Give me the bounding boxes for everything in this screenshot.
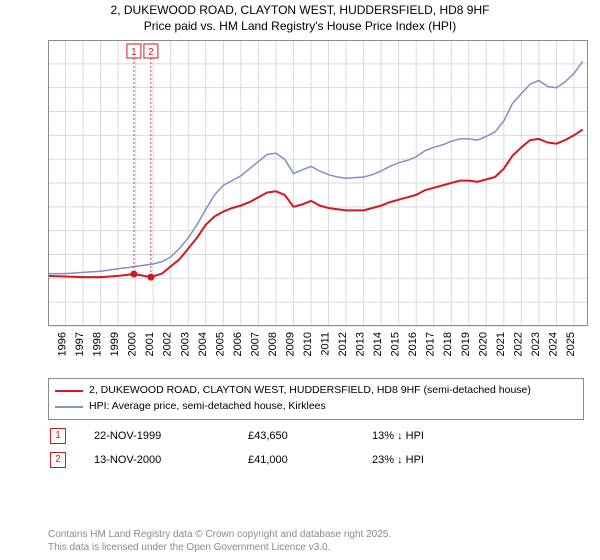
sale-date: 13-NOV-2000 bbox=[92, 448, 246, 472]
title-line-2: Price paid vs. HM Land Registry's House … bbox=[0, 19, 600, 35]
svg-text:1998: 1998 bbox=[92, 332, 104, 356]
sale-index-badge: 2 bbox=[50, 452, 66, 468]
svg-text:2001: 2001 bbox=[144, 332, 156, 356]
svg-text:1997: 1997 bbox=[74, 332, 86, 356]
sale-price: £41,000 bbox=[246, 448, 370, 472]
svg-text:2000: 2000 bbox=[127, 332, 139, 356]
chart-title: 2, DUKEWOOD ROAD, CLAYTON WEST, HUDDERSF… bbox=[0, 0, 600, 34]
legend-label: HPI: Average price, semi-detached house,… bbox=[89, 399, 326, 415]
sales-table: 1 22-NOV-1999 £43,650 13% ↓ HPI 2 13-NOV… bbox=[48, 424, 570, 472]
svg-text:2014: 2014 bbox=[372, 332, 384, 356]
sale-vs-hpi: 13% ↓ HPI bbox=[370, 424, 570, 448]
svg-text:2008: 2008 bbox=[267, 332, 279, 356]
svg-text:2013: 2013 bbox=[355, 332, 367, 356]
sale-vs-hpi: 23% ↓ HPI bbox=[370, 448, 570, 472]
svg-text:2022: 2022 bbox=[512, 332, 524, 356]
svg-text:2020: 2020 bbox=[477, 332, 489, 356]
svg-text:1999: 1999 bbox=[109, 332, 121, 356]
svg-text:2003: 2003 bbox=[179, 332, 191, 356]
svg-text:2018: 2018 bbox=[442, 332, 454, 356]
legend-swatch bbox=[55, 406, 83, 408]
table-row: 1 22-NOV-1999 £43,650 13% ↓ HPI bbox=[48, 424, 570, 448]
attribution-footer: Contains HM Land Registry data © Crown c… bbox=[48, 529, 570, 554]
svg-text:2017: 2017 bbox=[425, 332, 437, 356]
svg-text:2009: 2009 bbox=[284, 332, 296, 356]
line-chart: £0£20K£40K£60K£80K£100K£120K£140K£160K£1… bbox=[48, 40, 588, 360]
legend-label: 2, DUKEWOOD ROAD, CLAYTON WEST, HUDDERSF… bbox=[89, 383, 531, 399]
sale-date: 22-NOV-1999 bbox=[92, 424, 246, 448]
svg-text:2016: 2016 bbox=[407, 332, 419, 356]
svg-text:2021: 2021 bbox=[495, 332, 507, 356]
svg-text:2: 2 bbox=[148, 47, 154, 58]
svg-text:2012: 2012 bbox=[337, 332, 349, 356]
svg-text:2004: 2004 bbox=[197, 332, 209, 356]
svg-text:2002: 2002 bbox=[162, 332, 174, 356]
svg-text:2023: 2023 bbox=[530, 332, 542, 356]
svg-text:2024: 2024 bbox=[547, 332, 559, 356]
table-row: 2 13-NOV-2000 £41,000 23% ↓ HPI bbox=[48, 448, 570, 472]
svg-text:1996: 1996 bbox=[57, 332, 69, 356]
svg-text:2005: 2005 bbox=[214, 332, 226, 356]
svg-text:2011: 2011 bbox=[320, 332, 332, 356]
svg-text:2010: 2010 bbox=[302, 332, 314, 356]
footer-line-2: This data is licensed under the Open Gov… bbox=[48, 542, 330, 553]
svg-text:1: 1 bbox=[131, 47, 137, 58]
legend-row: HPI: Average price, semi-detached house,… bbox=[55, 399, 577, 415]
legend: 2, DUKEWOOD ROAD, CLAYTON WEST, HUDDERSF… bbox=[48, 378, 584, 420]
sale-index-badge: 1 bbox=[50, 428, 66, 444]
footer-line-1: Contains HM Land Registry data © Crown c… bbox=[48, 529, 391, 540]
svg-text:2015: 2015 bbox=[390, 332, 402, 356]
svg-text:2019: 2019 bbox=[460, 332, 472, 356]
svg-text:2006: 2006 bbox=[232, 332, 244, 356]
legend-row: 2, DUKEWOOD ROAD, CLAYTON WEST, HUDDERSF… bbox=[55, 383, 577, 399]
title-line-1: 2, DUKEWOOD ROAD, CLAYTON WEST, HUDDERSF… bbox=[0, 3, 600, 19]
svg-text:1995: 1995 bbox=[48, 332, 51, 356]
sale-price: £43,650 bbox=[246, 424, 370, 448]
legend-swatch bbox=[55, 390, 83, 392]
svg-text:2025: 2025 bbox=[565, 332, 577, 356]
svg-text:2007: 2007 bbox=[249, 332, 261, 356]
